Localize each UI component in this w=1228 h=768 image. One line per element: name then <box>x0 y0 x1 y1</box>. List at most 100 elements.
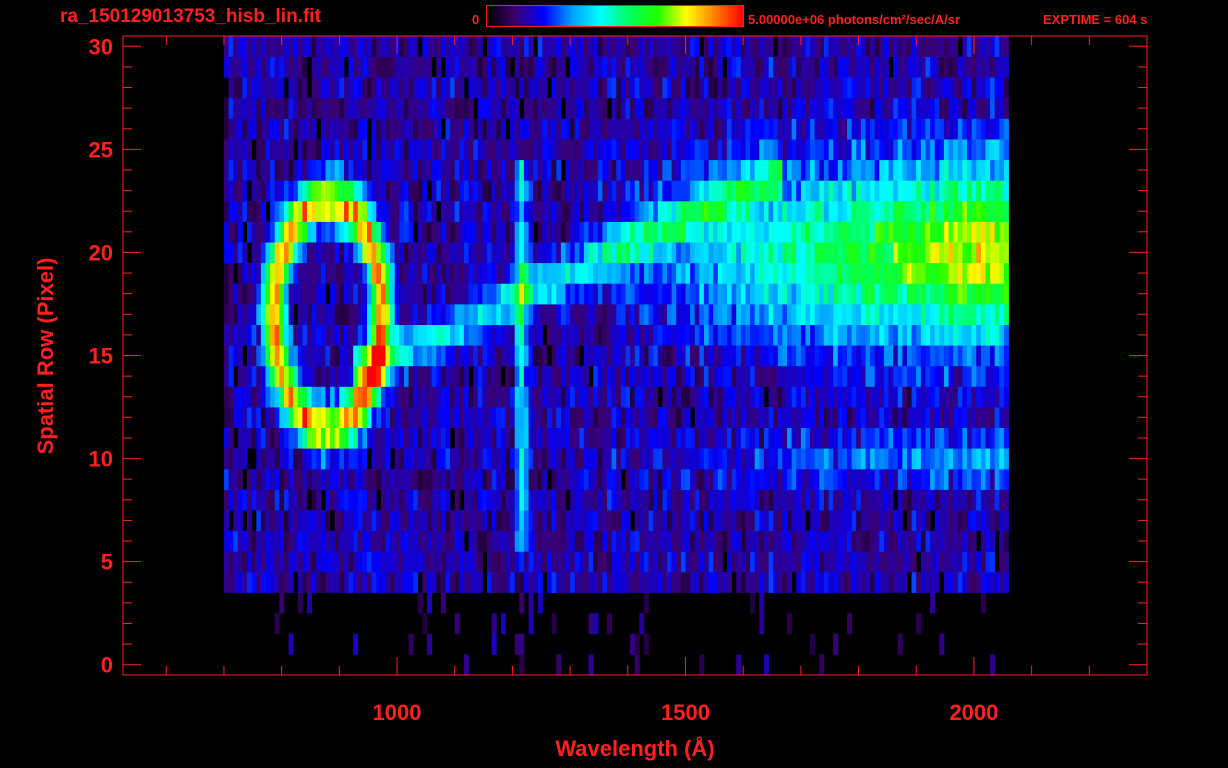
heatmap-cell <box>985 262 991 284</box>
heatmap-cell <box>685 36 691 57</box>
heatmap-cell <box>662 571 668 593</box>
heatmap-cell <box>357 97 363 119</box>
heatmap-cell <box>722 200 728 222</box>
heatmap-cell <box>851 262 857 284</box>
heatmap-cell <box>934 159 940 181</box>
heatmap-cell <box>860 510 866 532</box>
heatmap-cell <box>620 386 626 408</box>
heatmap-cell <box>597 180 603 202</box>
heatmap-cell <box>653 468 659 490</box>
heatmap-cell <box>653 345 659 367</box>
heatmap-cell <box>556 283 562 305</box>
heatmap-cell <box>750 386 756 408</box>
heatmap-cell <box>367 489 372 511</box>
heatmap-cell <box>537 139 543 161</box>
heatmap-cell <box>468 221 474 243</box>
heatmap-cell <box>828 97 834 119</box>
heatmap-cell <box>376 365 382 387</box>
heatmap-cell <box>639 613 645 635</box>
heatmap-cell <box>639 283 645 305</box>
heatmap-cell <box>736 180 742 202</box>
heatmap-cell <box>348 118 354 140</box>
heatmap-cell <box>694 97 700 119</box>
heatmap-cell <box>708 571 714 593</box>
heatmap-cell <box>980 159 986 181</box>
heatmap-cell <box>556 551 562 573</box>
heatmap-cell <box>911 324 917 346</box>
heatmap-cell <box>431 200 437 222</box>
heatmap-cell <box>690 304 696 325</box>
heatmap-cell <box>893 77 899 99</box>
heatmap-cell <box>759 468 765 490</box>
heatmap-cell <box>773 242 779 264</box>
heatmap-cell <box>523 551 529 573</box>
heatmap-cell <box>330 242 336 264</box>
heatmap-cell <box>500 36 506 57</box>
heatmap-cell <box>763 200 769 222</box>
heatmap-cell <box>505 530 511 552</box>
heatmap-cell <box>971 200 977 222</box>
heatmap-cell <box>994 448 1000 470</box>
heatmap-cell <box>833 262 839 284</box>
heatmap-cell <box>819 551 825 573</box>
heatmap-cell <box>583 97 589 119</box>
heatmap-cell <box>256 468 262 490</box>
heatmap-cell <box>496 283 502 305</box>
heatmap-cell <box>371 56 377 78</box>
heatmap-cell <box>694 118 700 140</box>
heatmap-cell <box>925 200 931 222</box>
heatmap-cell <box>228 407 234 428</box>
heatmap-cell <box>713 324 719 346</box>
heatmap-cell <box>865 304 871 325</box>
heatmap-cell <box>823 77 829 99</box>
heatmap-cell <box>422 365 428 387</box>
heatmap-cell <box>990 139 996 161</box>
heatmap-cell <box>810 633 816 655</box>
heatmap-cell <box>339 304 345 325</box>
heatmap-cell <box>528 365 534 387</box>
heatmap-cell <box>690 180 696 202</box>
heatmap-cell <box>828 36 834 57</box>
heatmap-cell <box>967 283 972 305</box>
heatmap-cell <box>367 36 372 57</box>
heatmap-cell <box>362 448 368 470</box>
heatmap-cell <box>344 159 349 181</box>
heatmap-cell <box>883 139 889 161</box>
heatmap-cell <box>500 139 506 161</box>
heatmap-cell <box>288 159 294 181</box>
heatmap-cell <box>427 324 432 346</box>
heatmap-cell <box>339 571 345 593</box>
heatmap-cell <box>680 468 686 490</box>
heatmap-cell <box>667 551 672 573</box>
heatmap-cell <box>468 283 474 305</box>
heatmap-cell <box>777 345 783 367</box>
heatmap-cell <box>288 324 294 346</box>
heatmap-cell <box>999 97 1005 119</box>
heatmap-cell <box>740 283 746 305</box>
heatmap-cell <box>565 118 571 140</box>
heatmap-cell <box>482 324 488 346</box>
heatmap-cell <box>703 551 709 573</box>
heatmap-cell <box>422 221 428 243</box>
heatmap-cell <box>537 56 543 78</box>
heatmap-cell <box>260 36 266 57</box>
heatmap-cell <box>902 77 908 99</box>
heatmap-cell <box>713 118 719 140</box>
heatmap-cell <box>228 365 234 387</box>
heatmap-cell <box>593 77 599 99</box>
heatmap-cell <box>385 324 391 346</box>
heatmap-cell <box>607 56 612 78</box>
heatmap-cell <box>528 221 534 243</box>
heatmap-cell <box>920 77 926 99</box>
heatmap-cell <box>427 427 432 449</box>
heatmap-cell <box>491 530 497 552</box>
heatmap-cell <box>357 180 363 202</box>
heatmap-cell <box>902 262 908 284</box>
heatmap-cell <box>662 489 668 511</box>
heatmap-cell <box>971 139 977 161</box>
heatmap-cell <box>602 200 608 222</box>
heatmap-cell <box>842 448 848 470</box>
heatmap-cell <box>980 448 986 470</box>
heatmap-cell <box>819 180 825 202</box>
heatmap-cell <box>703 510 709 532</box>
